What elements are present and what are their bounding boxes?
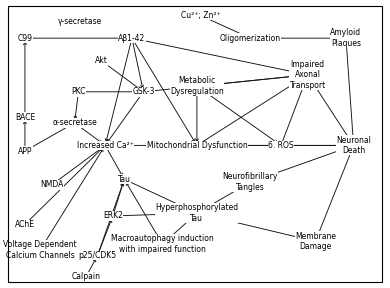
Text: 6. ROS: 6. ROS [268, 141, 294, 150]
Text: Metabolic
Dysregulation: Metabolic Dysregulation [170, 76, 224, 96]
Text: Neuronal
Death: Neuronal Death [336, 136, 371, 155]
Text: Tau: Tau [118, 175, 131, 184]
Text: Calpain: Calpain [72, 272, 101, 281]
Text: NMDA: NMDA [40, 180, 63, 190]
Text: Increased Ca²⁺: Increased Ca²⁺ [77, 141, 134, 150]
Text: γ-secretase: γ-secretase [58, 17, 103, 26]
Text: Cu²⁺; Zn²⁺: Cu²⁺; Zn²⁺ [181, 11, 221, 20]
Text: C99: C99 [18, 34, 32, 43]
Text: Membrane
Damage: Membrane Damage [295, 232, 336, 251]
Text: Aβ1-42: Aβ1-42 [118, 34, 145, 43]
Text: α-secretase: α-secretase [52, 118, 97, 127]
Text: BACE: BACE [15, 113, 35, 122]
Text: p25/CDK5: p25/CDK5 [78, 251, 117, 260]
Text: Hyperphosphorylated
Tau: Hyperphosphorylated Tau [155, 203, 238, 223]
Text: Voltage Dependent
Calcium Channels: Voltage Dependent Calcium Channels [4, 240, 77, 259]
Text: Mitochondrial Dysfunction: Mitochondrial Dysfunction [147, 141, 247, 150]
Text: Oligomerization: Oligomerization [220, 34, 281, 43]
Text: ERK2: ERK2 [103, 211, 123, 221]
Text: PKC: PKC [71, 87, 86, 96]
Text: Amyloid
Plaques: Amyloid Plaques [330, 29, 362, 48]
Text: Impaired
Axonal
Transport: Impaired Axonal Transport [290, 60, 326, 90]
Text: GSK-3: GSK-3 [132, 87, 155, 96]
Text: Macroautophagy induction
with impaired function: Macroautophagy induction with impaired f… [111, 234, 214, 254]
Text: Neurofibrillary
Tangles: Neurofibrillary Tangles [223, 173, 278, 192]
Text: APP: APP [18, 147, 32, 156]
Text: AChE: AChE [15, 220, 35, 229]
Text: Akt: Akt [95, 56, 108, 65]
